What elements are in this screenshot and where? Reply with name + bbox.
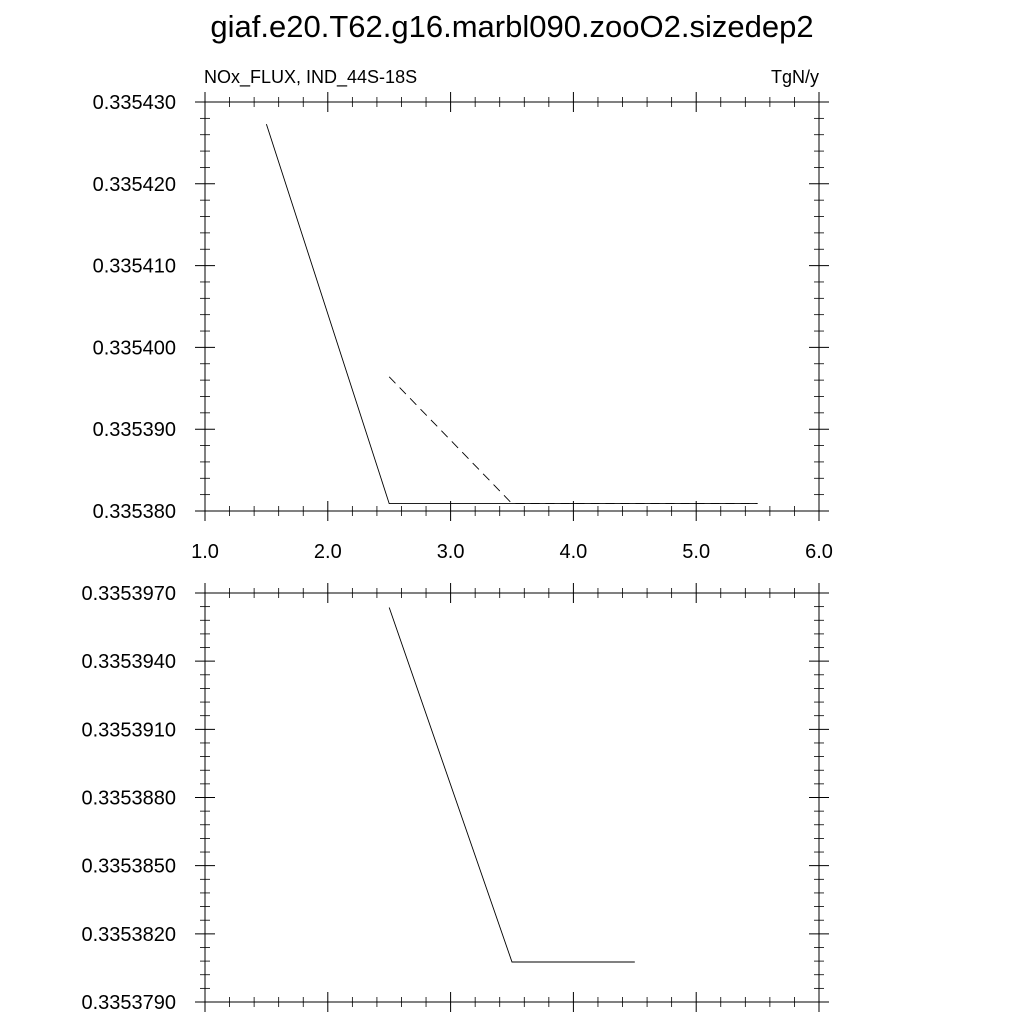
top-series-line-dashed <box>388 376 758 505</box>
top-panel-frame <box>204 101 820 512</box>
top-panel-subtitle-left: NOx_FLUX, IND_44S-18S <box>204 67 417 88</box>
top-x-tick-label: 5.0 <box>682 541 710 563</box>
top-x-tick-label: 4.0 <box>559 541 587 563</box>
top-x-tick-label: 6.0 <box>805 541 833 563</box>
bottom-y-tick-label: 0.3353790 <box>81 992 176 1014</box>
bottom-series-line-solid <box>388 607 635 963</box>
top-x-tick-label: 3.0 <box>437 541 465 563</box>
bottom-y-tick-label: 0.3353820 <box>81 924 176 946</box>
top-y-tick-label: 0.335410 <box>93 256 176 278</box>
bottom-y-tick-label: 0.3353910 <box>81 719 176 741</box>
bottom-y-tick-label: 0.3353940 <box>81 651 176 673</box>
top-y-tick-label: 0.335420 <box>93 174 176 196</box>
top-y-tick-label: 0.335380 <box>93 501 176 523</box>
bottom-panel: 0.3353790 0.3353820 0.3353850 0.3353880 0.33… <box>81 583 829 1014</box>
top-panel: NOx_FLUX, IND_44S-18S TgN/y 1.0 2.0 3.0 4.0… <box>93 67 833 563</box>
bottom-y-tick-label: 0.3353880 <box>81 788 176 810</box>
top-series-line-solid <box>265 123 758 505</box>
top-x-tick-label: 1.0 <box>191 541 219 563</box>
top-y-tick-label: 0.335430 <box>93 92 176 114</box>
bottom-y-tick-label: 0.3353970 <box>81 583 176 605</box>
top-panel-subtitle-right: TgN/y <box>771 67 819 87</box>
chart-title: giaf.e20.T62.g16.marbl090.zooO2.sizedep2 <box>210 9 813 44</box>
top-y-tick-label: 0.335400 <box>93 337 176 359</box>
top-x-tick-label: 2.0 <box>314 541 342 563</box>
bottom-y-tick-label: 0.3353850 <box>81 856 176 878</box>
top-y-tick-label: 0.335390 <box>93 419 176 441</box>
